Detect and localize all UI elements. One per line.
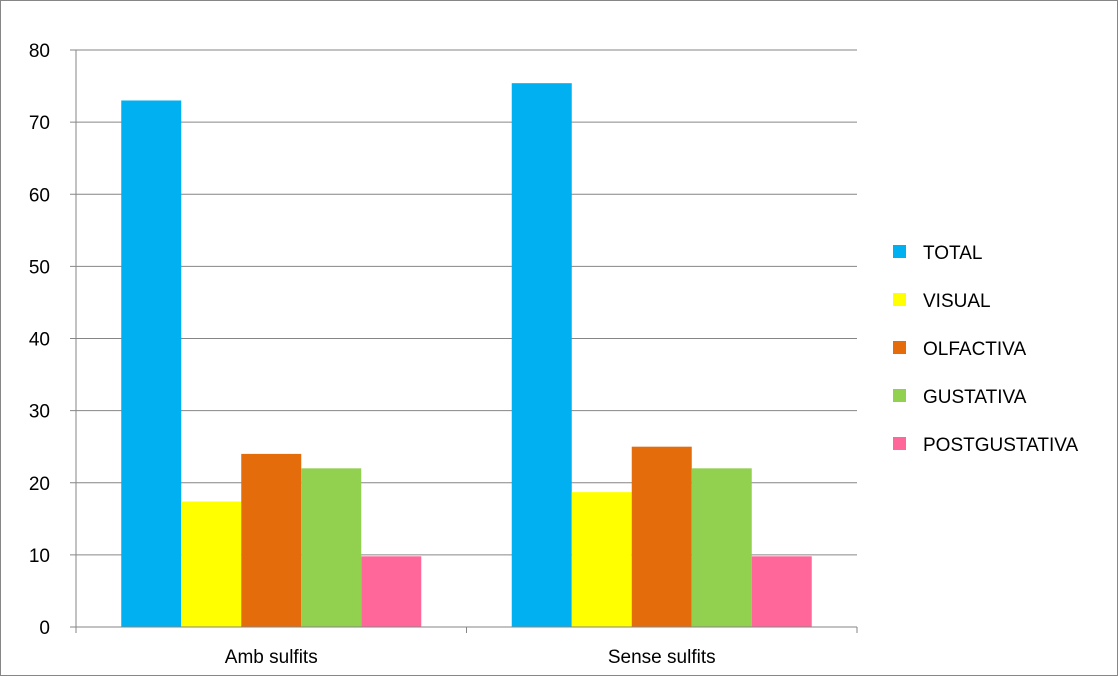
legend-swatch-olfactiva [893, 341, 906, 354]
y-tick-label: 0 [39, 618, 50, 639]
x-tick-label: Sense sulfits [608, 647, 716, 668]
y-tick-label: 70 [29, 113, 50, 134]
x-axis-tick-labels: Amb sulfits Sense sulfits [225, 647, 716, 668]
legend-swatch-visual [893, 293, 906, 306]
y-tick-label: 30 [29, 402, 50, 423]
y-tick-label: 50 [29, 257, 50, 278]
bar-olfactiva-2 [631, 446, 692, 627]
y-tick-label: 20 [29, 474, 50, 495]
bar-gustativa-2 [691, 468, 752, 627]
x-tick-label: Amb sulfits [225, 647, 318, 668]
bar-gustativa-1 [301, 468, 362, 627]
y-tick-label: 10 [29, 546, 50, 567]
legend-label-postgustativa: POSTGUSTATIVA [923, 435, 1079, 456]
bar-visual-1 [181, 501, 242, 627]
bars [121, 83, 812, 628]
bar-postgustativa-1 [361, 556, 422, 627]
legend: TOTAL VISUAL OLFACTIVA GUSTATIVA POSTGUSTATI… [893, 243, 1079, 456]
legend-swatch-total [893, 245, 906, 258]
bar-total-1 [121, 100, 182, 628]
y-tick-label: 40 [29, 330, 50, 351]
bar-postgustativa-2 [751, 556, 812, 627]
legend-label-olfactiva: OLFACTIVA [923, 339, 1026, 360]
legend-swatch-postgustativa [893, 437, 906, 450]
bar-visual-2 [571, 492, 632, 627]
bar-olfactiva-1 [241, 453, 302, 627]
legend-label-gustativa: GUSTATIVA [923, 387, 1027, 408]
legend-label-visual: VISUAL [923, 291, 991, 312]
y-axis-tick-labels: 0 10 20 30 40 50 60 70 80 [29, 41, 50, 639]
y-tick-label: 60 [29, 185, 50, 206]
legend-swatch-gustativa [893, 389, 906, 402]
y-tick-label: 80 [29, 41, 50, 62]
axes [75, 50, 858, 633]
legend-label-total: TOTAL [923, 243, 982, 264]
bar-total-2 [511, 83, 572, 628]
